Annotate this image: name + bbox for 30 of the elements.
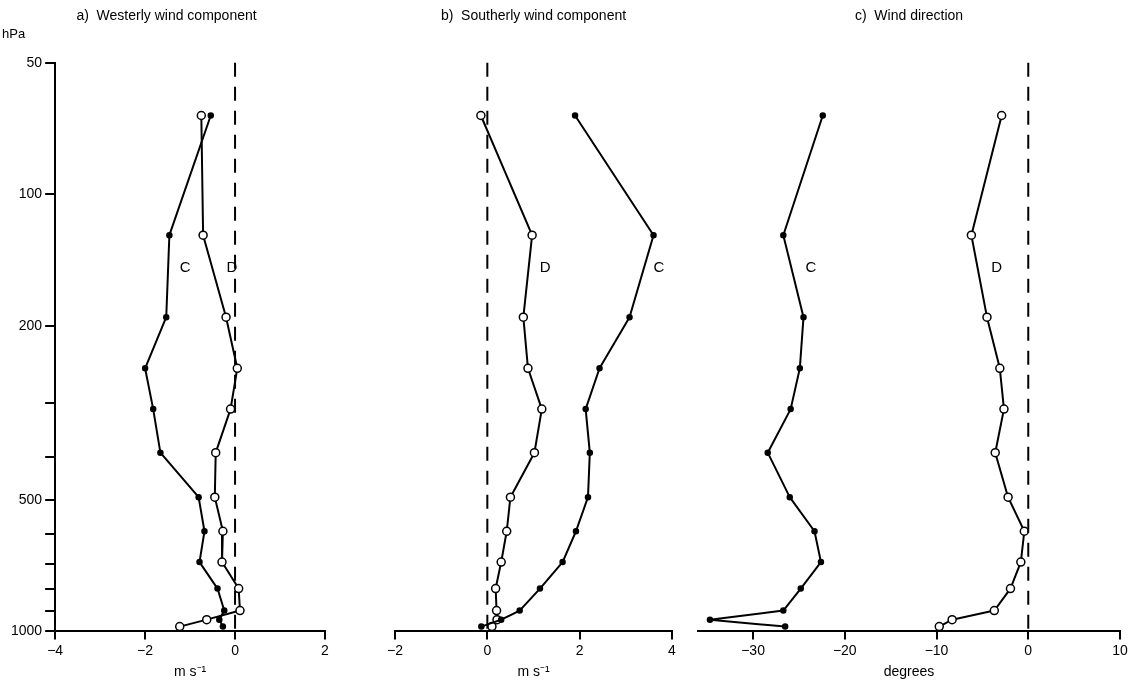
series-label: C [653, 258, 665, 276]
y-axis-title: hPa [2, 26, 26, 42]
series-label: D [991, 258, 1003, 276]
x-tick-label: −10 [924, 641, 949, 658]
y-tick-label: 50 [26, 53, 43, 70]
chart-title: b) Southerly wind component [440, 7, 627, 24]
series-label: D [539, 258, 551, 276]
series-label: C [179, 258, 191, 276]
x-tick-label: 2 [575, 641, 584, 658]
x-tick-label: 4 [668, 641, 677, 658]
x-axis-title: degrees [883, 663, 935, 680]
x-tick-label: −30 [741, 641, 766, 658]
x-tick-label: 10 [1112, 641, 1128, 658]
x-tick-label: −4 [47, 641, 64, 658]
x-axis-title: m s⁻¹ [173, 663, 207, 680]
chart-title: a) Westerly wind component [76, 7, 257, 24]
x-tick-label: 2 [321, 641, 330, 658]
x-tick-label: 0 [231, 641, 240, 658]
chart-title: c) Wind direction [854, 7, 964, 24]
x-tick-label: 0 [1024, 641, 1033, 658]
x-axis-title: m s⁻¹ [517, 663, 550, 680]
y-tick-label: 100 [18, 185, 43, 202]
series-label: C [805, 258, 817, 276]
y-tick-label: 500 [18, 490, 43, 507]
x-tick-label: −2 [387, 641, 404, 658]
x-tick-label: 0 [483, 641, 492, 658]
y-tick-label: 1000 [10, 622, 43, 639]
x-tick-label: −20 [832, 641, 857, 658]
x-tick-label: −2 [137, 641, 154, 658]
y-tick-label: 200 [18, 316, 43, 333]
